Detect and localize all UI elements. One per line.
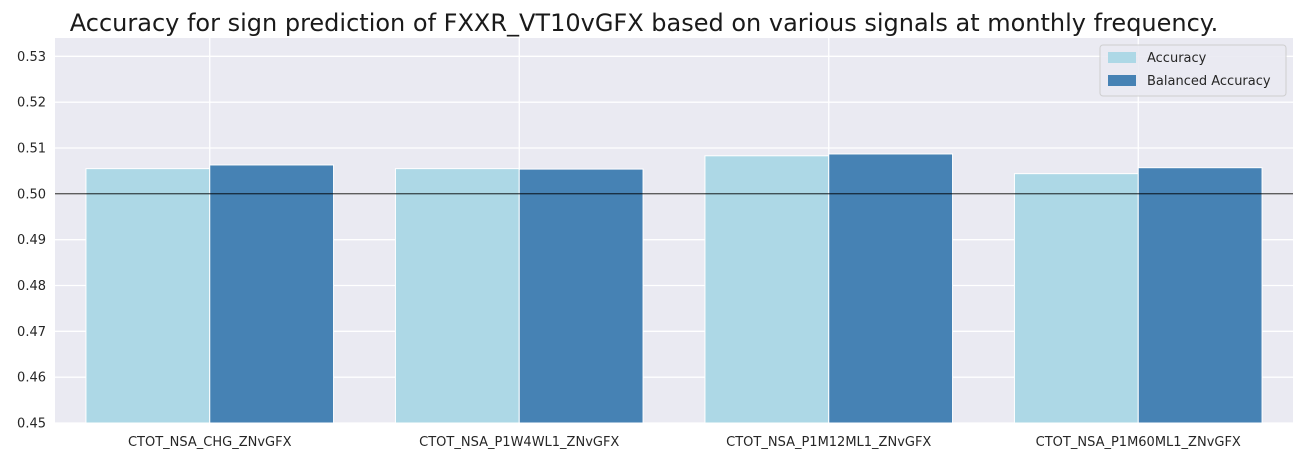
- legend-label-accuracy: Accuracy: [1147, 51, 1207, 66]
- y-tick-label: 0.53: [17, 50, 46, 65]
- legend-swatch-balanced-accuracy: [1108, 75, 1136, 86]
- x-tick-label: CTOT_NSA_P1M12ML1_ZNvGFX: [726, 435, 931, 450]
- bar-balanced-accuracy: [518, 168, 644, 424]
- bar-accuracy: [394, 168, 520, 424]
- bar-accuracy: [85, 168, 211, 424]
- legend-box: [1099, 44, 1287, 97]
- y-tick-label: 0.49: [17, 233, 46, 248]
- y-tick-label: 0.51: [17, 142, 46, 157]
- y-tick-label: 0.50: [17, 187, 46, 202]
- x-tick-label: CTOT_NSA_P1W4WL1_ZNvGFX: [419, 435, 619, 450]
- bar-balanced-accuracy: [209, 164, 335, 424]
- bar-balanced-accuracy: [1137, 167, 1263, 424]
- legend-label-balanced-accuracy: Balanced Accuracy: [1147, 74, 1271, 89]
- y-tick-label: 0.47: [17, 325, 46, 340]
- y-tick-label: 0.48: [17, 279, 46, 294]
- x-tick-label: CTOT_NSA_P1M60ML1_ZNvGFX: [1036, 435, 1241, 450]
- chart-title: Accuracy for sign prediction of FXXR_VT1…: [70, 9, 1218, 37]
- bar-accuracy: [1013, 173, 1139, 424]
- x-axis-ticks: CTOT_NSA_CHG_ZNvGFX CTOT_NSA_P1W4WL1_ZNvG…: [128, 435, 1241, 450]
- legend: Accuracy Balanced Accuracy: [1099, 44, 1287, 97]
- x-tick-label: CTOT_NSA_CHG_ZNvGFX: [128, 435, 292, 450]
- y-tick-label: 0.46: [17, 371, 46, 386]
- bars: [85, 153, 1263, 424]
- y-tick-label: 0.45: [17, 417, 46, 432]
- bar-balanced-accuracy: [828, 153, 954, 424]
- y-tick-label: 0.52: [17, 96, 46, 111]
- y-axis-ticks: 0.45 0.46 0.47 0.48 0.49 0.50 0.51 0.52 0.53: [17, 50, 46, 432]
- legend-swatch-accuracy: [1108, 52, 1136, 63]
- bar-accuracy: [704, 155, 830, 424]
